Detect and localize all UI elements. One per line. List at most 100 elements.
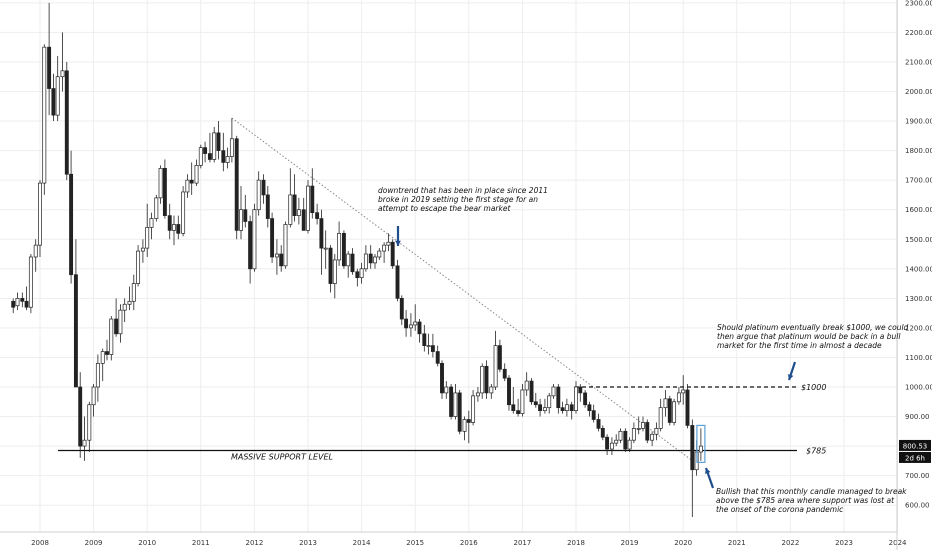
candle-body — [386, 241, 391, 246]
candle-body — [100, 351, 105, 364]
candle-body — [690, 425, 695, 471]
candle-body — [471, 395, 476, 423]
candle-body — [207, 153, 212, 160]
countdown-label: 2d 6h — [905, 454, 925, 462]
candle-body — [551, 386, 556, 397]
candle-body — [417, 321, 422, 335]
candle-body — [47, 46, 52, 89]
support-label: $785 — [806, 447, 826, 456]
candle-body — [229, 138, 234, 157]
candle-body — [234, 138, 239, 231]
candle-body — [631, 428, 636, 441]
candle-body — [95, 363, 100, 388]
candle-body — [105, 351, 109, 355]
candle-body — [511, 404, 516, 411]
candle-body — [623, 430, 628, 450]
x-tick-label: 2022 — [781, 539, 799, 547]
candle-body — [614, 439, 619, 444]
x-tick-label: 2016 — [460, 539, 478, 547]
candle-body — [265, 194, 270, 219]
x-tick-label: 2011 — [192, 539, 210, 547]
x-tick-label: 2023 — [835, 539, 853, 547]
candle-body — [24, 300, 29, 308]
candle-body — [279, 253, 284, 267]
candle-body — [422, 333, 427, 346]
candle-body — [216, 132, 221, 151]
candle-body — [172, 224, 176, 231]
candle-body — [390, 241, 395, 267]
y-tick-label: 900.00 — [905, 413, 930, 421]
candle-body — [466, 419, 471, 423]
candle-body — [377, 250, 382, 258]
candle-body — [118, 309, 123, 335]
candle-body — [698, 445, 703, 453]
candle-body — [341, 232, 346, 267]
candle-body — [60, 70, 65, 78]
candle-body — [337, 232, 342, 261]
breakout-arrow-icon — [787, 361, 797, 381]
candle-body — [583, 392, 588, 406]
candle-body — [636, 428, 641, 430]
candle-body — [650, 433, 655, 441]
candle-body — [274, 253, 279, 258]
candle-body — [449, 386, 454, 417]
y-tick-label: 700.00 — [905, 472, 930, 480]
y-tick-label: 1100.00 — [905, 354, 932, 362]
candle-body — [212, 132, 217, 160]
x-tick-label: 2010 — [138, 539, 156, 547]
candle-body — [547, 395, 552, 409]
candle-body — [533, 401, 538, 406]
annotations: downtrend that has been in place since 2… — [378, 186, 909, 514]
candle-body — [355, 271, 360, 279]
candle-body — [444, 386, 449, 394]
candle-body — [574, 386, 578, 411]
candle-body — [350, 253, 355, 273]
y-tick-label: 1700.00 — [905, 177, 932, 185]
candle-body — [225, 156, 230, 163]
candle-body — [560, 407, 565, 411]
candle-body — [114, 318, 119, 335]
candle-body — [609, 442, 614, 450]
x-tick-label: 2019 — [621, 539, 639, 547]
candle-body — [292, 194, 297, 216]
candle-body — [248, 221, 253, 270]
candle-body — [87, 404, 92, 441]
candle-body — [587, 404, 592, 411]
x-tick-label: 2008 — [31, 539, 49, 547]
candle-body — [685, 389, 690, 426]
candle-body — [315, 212, 320, 219]
candle-body — [430, 345, 435, 352]
candle-body — [283, 224, 288, 267]
candle-body — [404, 318, 409, 329]
candle-body — [69, 173, 74, 276]
candle-body — [645, 422, 650, 441]
candle-body — [11, 300, 16, 308]
candle-body — [346, 253, 351, 267]
candle-body — [497, 345, 502, 370]
y-tick-label: 1900.00 — [905, 118, 932, 126]
countdown-tag — [899, 451, 931, 463]
candle-body — [194, 165, 199, 184]
candle-body — [332, 259, 337, 284]
candle-body — [323, 247, 328, 250]
candle-body — [542, 407, 547, 411]
bullish-arrow-icon-head — [705, 468, 711, 474]
downtrend-line — [231, 117, 697, 465]
candle-body — [131, 283, 136, 302]
candle-body — [189, 179, 194, 184]
candle-body — [529, 380, 534, 403]
x-tick-label: 2024 — [889, 539, 907, 547]
candle-body — [591, 410, 596, 420]
candle-body — [681, 389, 686, 394]
x-tick-label: 2020 — [674, 539, 692, 547]
x-tick-label: 2012 — [245, 539, 263, 547]
candle-body — [426, 345, 431, 347]
downtrend-note-line: broke in 2019 setting the first stage fo… — [378, 195, 538, 204]
candle-body — [399, 298, 404, 320]
breakout-note-line: then argue that platinum would be back i… — [717, 332, 901, 341]
candle-body — [516, 410, 521, 414]
bullish-note-line: above the $785 area where support was lo… — [716, 496, 895, 505]
candle-body — [198, 147, 203, 166]
candle-body — [489, 386, 494, 394]
